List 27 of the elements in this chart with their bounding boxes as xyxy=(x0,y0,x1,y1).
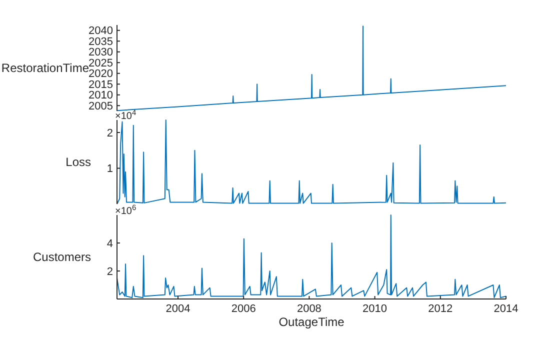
y-tick-label: 2005 xyxy=(88,100,113,112)
x-tick-label: 2006 xyxy=(231,303,256,315)
y-tick-label: 2035 xyxy=(88,36,113,48)
x-axis-title: OutageTime xyxy=(278,315,345,329)
y-tick-label: 2025 xyxy=(88,57,113,70)
line-series xyxy=(117,26,506,112)
y-axis-title: RestorationTime xyxy=(1,61,90,76)
x-tick-label: 2014 xyxy=(494,303,518,315)
x-tick-label: 2010 xyxy=(362,303,388,315)
annotation: ×10$^{4}$ xyxy=(115,108,136,122)
y-axis-title: Customers xyxy=(32,250,91,264)
y-tick-label: 2015 xyxy=(88,78,113,91)
y-tick-label: 4 xyxy=(106,238,113,250)
x-tick-label: 2008 xyxy=(296,303,322,315)
line-series xyxy=(117,214,506,298)
annotation: ×10$^{6}$ xyxy=(115,202,136,217)
y-tick-label: 2030 xyxy=(88,46,113,59)
y-tick-label: 1 xyxy=(106,163,113,176)
y-tick-label: 2010 xyxy=(88,90,113,102)
y-tick-label: 2020 xyxy=(88,68,113,80)
x-tick-label: 2004 xyxy=(166,303,190,315)
line-series xyxy=(117,120,506,204)
x-tick-label: 2012 xyxy=(428,303,453,315)
y-tick-label: 2 xyxy=(106,266,113,278)
y-axis-title: Loss xyxy=(66,155,91,170)
y-tick-label: 2040 xyxy=(88,25,113,38)
y-tick-label: 2 xyxy=(106,127,113,140)
